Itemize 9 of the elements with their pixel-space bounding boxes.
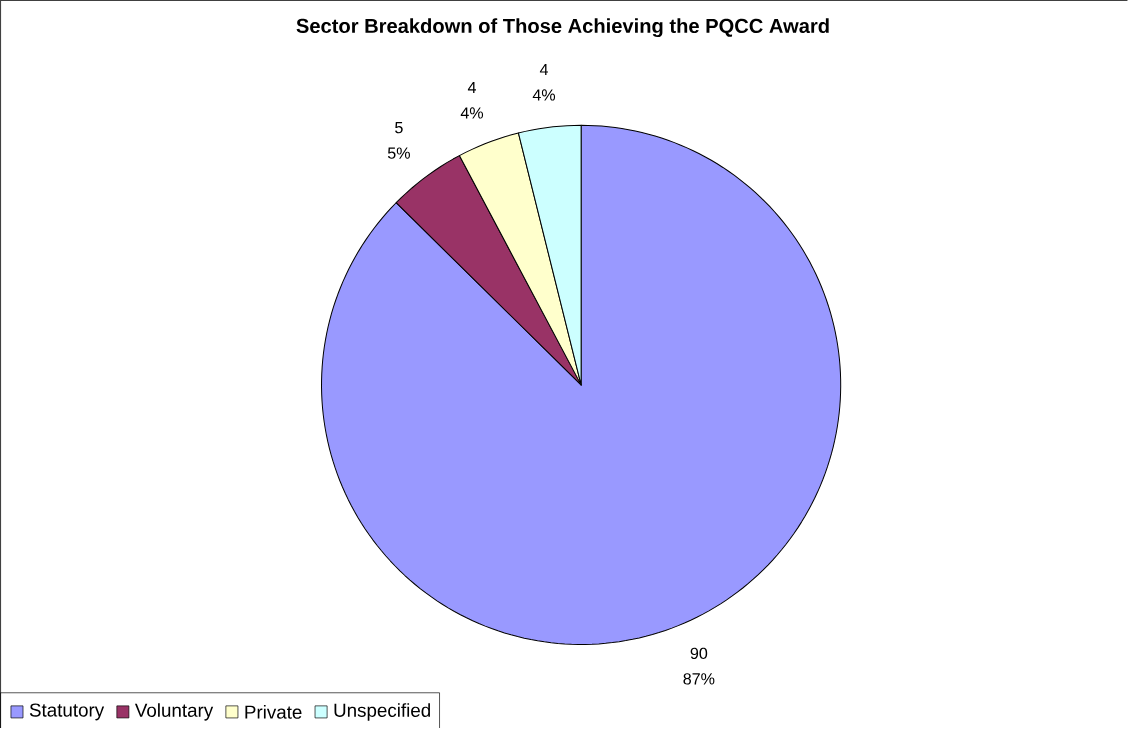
data-label: 5 5% (387, 122, 410, 160)
chart-title: Sector Breakdown of Those Achieving the PQCC Award (296, 18, 829, 38)
data-label: 4 4% (532, 64, 556, 101)
legend-label: Unspecified (334, 703, 430, 721)
legend-label: Voluntary (134, 703, 214, 721)
data-label: 90 87% (683, 647, 715, 685)
data-label: 4 4% (460, 82, 484, 119)
legend-label: Private (245, 705, 302, 720)
legend-label: Statutory (29, 703, 105, 721)
